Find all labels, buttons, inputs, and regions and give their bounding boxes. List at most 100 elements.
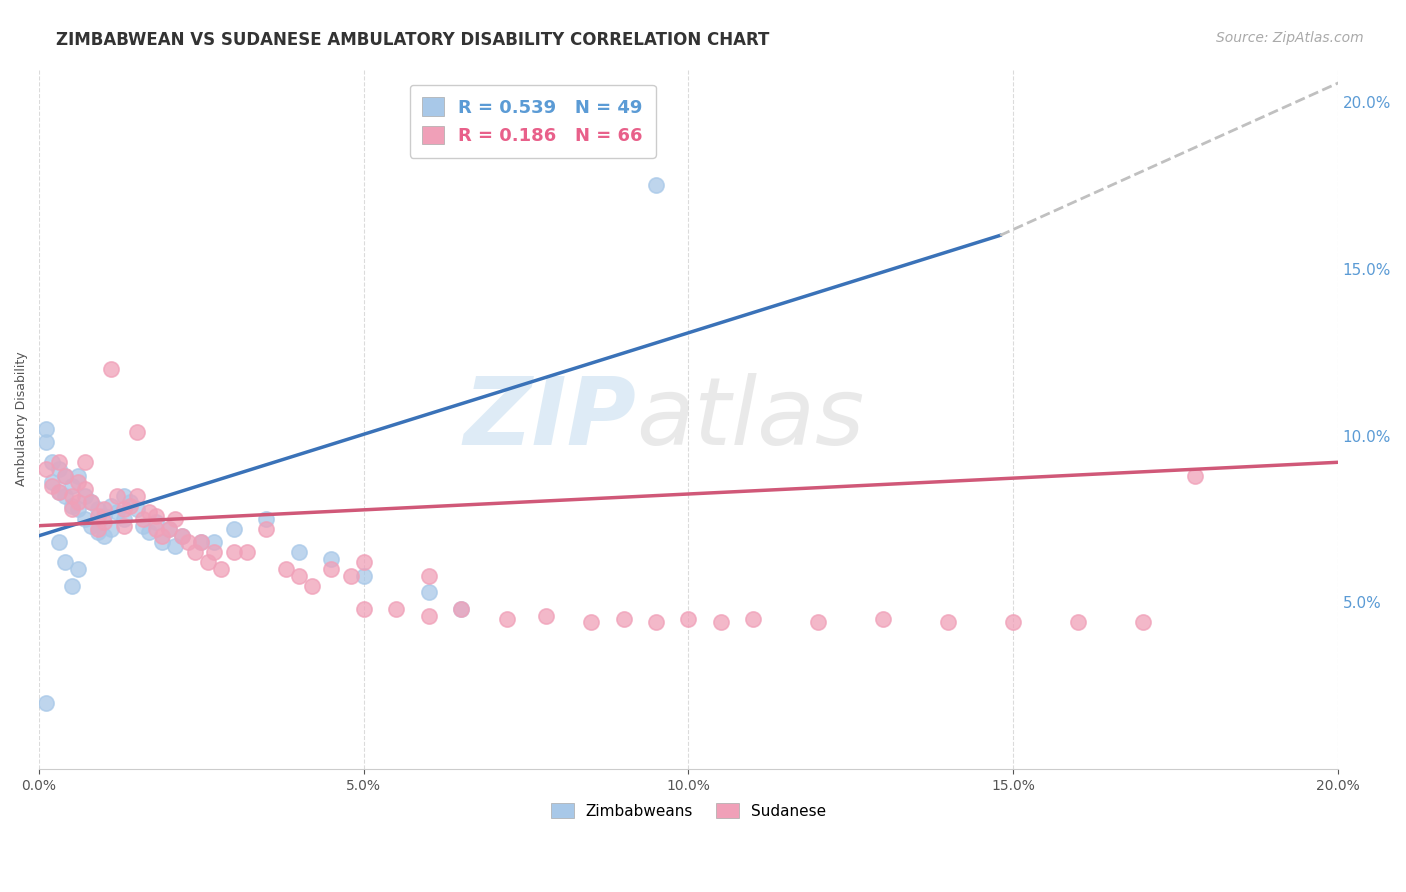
Point: [93, 529, 115, 543]
Point: [48, 485, 70, 500]
Point: [67, 562, 90, 576]
Point: [125, 489, 148, 503]
Point: [73, 512, 96, 526]
Point: [742, 612, 765, 626]
Text: Source: ZipAtlas.com: Source: ZipAtlas.com: [1216, 31, 1364, 45]
Point: [157, 522, 180, 536]
Text: ZIP: ZIP: [464, 373, 637, 465]
Point: [125, 502, 148, 516]
Point: [34, 696, 56, 710]
Point: [60, 499, 83, 513]
Point: [418, 608, 440, 623]
Legend: Zimbabweans, Sudanese: Zimbabweans, Sudanese: [544, 797, 832, 825]
Point: [145, 522, 167, 536]
Point: [152, 535, 174, 549]
Point: [710, 615, 733, 630]
Point: [190, 535, 212, 549]
Point: [1132, 615, 1154, 630]
Point: [48, 485, 70, 500]
Point: [612, 612, 634, 626]
Point: [100, 499, 122, 513]
Point: [53, 489, 76, 503]
Text: atlas: atlas: [637, 374, 865, 465]
Point: [34, 422, 56, 436]
Point: [165, 512, 187, 526]
Point: [86, 508, 108, 523]
Point: [301, 579, 323, 593]
Point: [321, 562, 343, 576]
Point: [60, 579, 83, 593]
Point: [118, 495, 141, 509]
Point: [165, 539, 187, 553]
Point: [353, 555, 375, 569]
Point: [288, 568, 311, 582]
Point: [339, 568, 361, 582]
Point: [190, 535, 212, 549]
Point: [118, 499, 141, 513]
Point: [93, 508, 115, 523]
Point: [209, 562, 232, 576]
Point: [73, 489, 96, 503]
Point: [100, 362, 122, 376]
Point: [184, 545, 207, 559]
Point: [1067, 615, 1090, 630]
Point: [138, 505, 160, 519]
Point: [73, 482, 96, 496]
Point: [138, 525, 160, 540]
Point: [872, 612, 894, 626]
Point: [936, 615, 959, 630]
Point: [105, 505, 128, 519]
Point: [48, 455, 70, 469]
Point: [67, 502, 90, 516]
Point: [170, 529, 193, 543]
Point: [418, 585, 440, 599]
Point: [197, 555, 219, 569]
Point: [222, 545, 245, 559]
Point: [534, 608, 557, 623]
Point: [418, 568, 440, 582]
Point: [34, 462, 56, 476]
Point: [48, 535, 70, 549]
Point: [1184, 468, 1206, 483]
Point: [67, 468, 90, 483]
Text: ZIMBABWEAN VS SUDANESE AMBULATORY DISABILITY CORRELATION CHART: ZIMBABWEAN VS SUDANESE AMBULATORY DISABI…: [56, 31, 769, 49]
Point: [177, 535, 200, 549]
Point: [80, 495, 103, 509]
Point: [41, 478, 63, 492]
Point: [254, 522, 277, 536]
Point: [67, 475, 90, 490]
Point: [80, 495, 103, 509]
Point: [157, 522, 180, 536]
Point: [254, 512, 277, 526]
Point: [48, 462, 70, 476]
Point: [34, 435, 56, 450]
Point: [353, 602, 375, 616]
Point: [80, 518, 103, 533]
Point: [67, 495, 90, 509]
Point: [41, 455, 63, 469]
Point: [204, 535, 226, 549]
Point: [53, 555, 76, 569]
Point: [112, 489, 135, 503]
Point: [385, 602, 408, 616]
Point: [73, 455, 96, 469]
Point: [170, 529, 193, 543]
Y-axis label: Ambulatory Disability: Ambulatory Disability: [15, 351, 28, 486]
Point: [86, 502, 108, 516]
Point: [105, 489, 128, 503]
Point: [145, 508, 167, 523]
Point: [60, 502, 83, 516]
Point: [645, 615, 668, 630]
Point: [807, 615, 830, 630]
Point: [53, 468, 76, 483]
Point: [41, 475, 63, 490]
Point: [132, 512, 155, 526]
Point: [86, 525, 108, 540]
Point: [132, 518, 155, 533]
Point: [112, 502, 135, 516]
Point: [274, 562, 297, 576]
Point: [495, 612, 517, 626]
Point: [152, 529, 174, 543]
Point: [288, 545, 311, 559]
Point: [112, 518, 135, 533]
